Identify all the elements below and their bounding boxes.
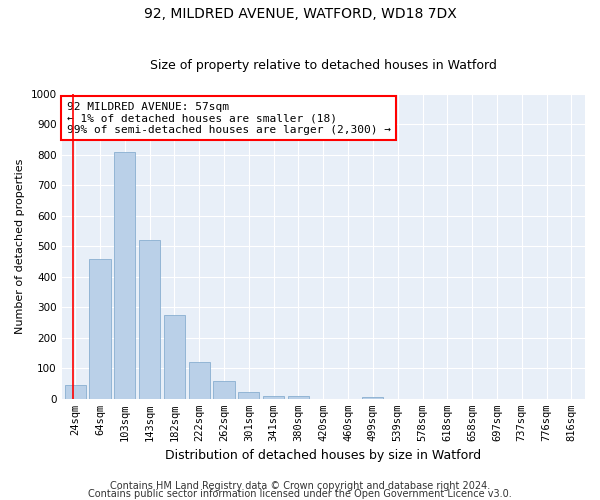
Bar <box>188 362 210 399</box>
Bar <box>238 392 259 399</box>
Text: Contains HM Land Registry data © Crown copyright and database right 2024.: Contains HM Land Registry data © Crown c… <box>110 481 490 491</box>
Text: 92 MILDRED AVENUE: 57sqm
← 1% of detached houses are smaller (18)
99% of semi-de: 92 MILDRED AVENUE: 57sqm ← 1% of detache… <box>67 102 391 135</box>
Text: Contains public sector information licensed under the Open Government Licence v3: Contains public sector information licen… <box>88 489 512 499</box>
Title: Size of property relative to detached houses in Watford: Size of property relative to detached ho… <box>150 59 497 72</box>
Bar <box>89 258 110 399</box>
Bar <box>164 315 185 399</box>
Bar <box>263 396 284 399</box>
Text: 92, MILDRED AVENUE, WATFORD, WD18 7DX: 92, MILDRED AVENUE, WATFORD, WD18 7DX <box>143 8 457 22</box>
Bar <box>114 152 136 399</box>
Bar <box>362 398 383 399</box>
Bar <box>214 381 235 399</box>
Bar <box>65 385 86 399</box>
Bar <box>139 240 160 399</box>
Bar <box>288 396 309 399</box>
X-axis label: Distribution of detached houses by size in Watford: Distribution of detached houses by size … <box>165 450 481 462</box>
Y-axis label: Number of detached properties: Number of detached properties <box>15 158 25 334</box>
